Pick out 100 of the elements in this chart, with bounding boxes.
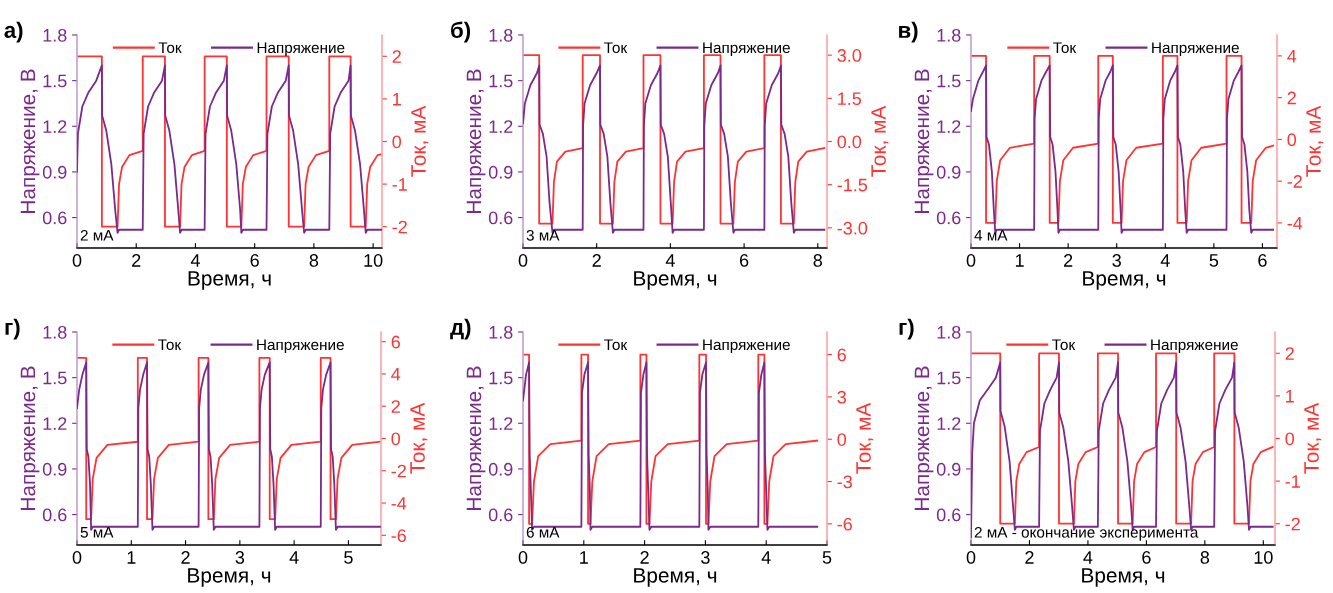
- y2-axis-title: Ток, мА: [1304, 402, 1322, 474]
- y-tick-label: 0.9: [42, 165, 67, 179]
- y2-tick-label: -6: [837, 517, 852, 531]
- y2-axis-title: Ток, мА: [410, 402, 428, 474]
- y-tick-label: 1.8: [489, 28, 513, 42]
- annotation: 4 мА: [974, 230, 1008, 241]
- y-tick-label: 1.5: [937, 371, 961, 385]
- annotation: 6 мА: [526, 526, 560, 538]
- y-tick-label: 1.2: [43, 417, 67, 430]
- y2-axis-title: Ток, мА: [1306, 105, 1324, 177]
- legend-label: Ток: [1053, 42, 1077, 54]
- y2-tick-label: 0: [1287, 133, 1297, 147]
- y-tick-label: 0.6: [488, 508, 513, 522]
- y-tick-label: 1.2: [489, 417, 513, 430]
- legend-label: Напряжение: [257, 339, 344, 354]
- y-tick-label: 0.6: [42, 211, 67, 225]
- y-tick-label: 1.2: [43, 120, 67, 133]
- y2-axis-title: Ток, мА: [871, 105, 889, 177]
- y-tick-label: 1.8: [43, 325, 67, 339]
- x-tick-label: 0: [72, 551, 82, 564]
- y-tick-label: 1.5: [43, 371, 67, 385]
- y-tick-label: 1.2: [489, 120, 513, 133]
- x-tick-label: 10: [1254, 551, 1273, 564]
- y2-tick-label: 0.0: [837, 135, 862, 149]
- annotation: 2 мА - окончание эксперимента: [974, 526, 1199, 541]
- legend-label: Напряжение: [1152, 42, 1239, 57]
- x-tick-label: 0: [72, 254, 82, 267]
- y2-tick-label: 6: [837, 348, 846, 362]
- x-tick-label: 6: [739, 254, 749, 267]
- x-tick-label: 2: [592, 254, 601, 267]
- y-tick-label: 0.9: [936, 462, 961, 476]
- legend-label: Ток: [604, 42, 628, 54]
- y2-tick-label: -6: [391, 529, 406, 543]
- x-tick-label: 6: [1142, 551, 1151, 564]
- y2-tick-label: -2: [1287, 175, 1302, 188]
- y2-tick-label: -3: [837, 475, 852, 489]
- y-tick-label: 1.5: [489, 74, 513, 88]
- x-tick-label: 4: [190, 254, 200, 267]
- x-axis-title: Время, ч: [1082, 568, 1165, 587]
- y2-tick-label: 1: [1286, 390, 1294, 403]
- x-tick-label: 2: [1025, 551, 1034, 564]
- x-tick-label: 2: [640, 551, 649, 564]
- y-axis-title: Напряжение, В: [466, 366, 486, 510]
- y-axis-title: Напряжение, В: [914, 69, 934, 213]
- y-tick-label: 0.6: [936, 508, 961, 522]
- y-tick-label: 0.6: [42, 508, 67, 522]
- x-tick-label: 6: [250, 254, 259, 267]
- y-axis-title: Напряжение, В: [20, 366, 40, 510]
- y-tick-label: 0.6: [936, 211, 961, 225]
- x-tick-label: 5: [822, 551, 832, 564]
- y2-tick-label: 4: [391, 368, 401, 381]
- y-tick-label: 1.5: [489, 371, 513, 385]
- x-tick-label: 3: [1112, 254, 1121, 267]
- x-axis-title: Время, ч: [188, 568, 271, 587]
- x-tick-label: 2: [132, 254, 141, 267]
- y2-tick-label: 0: [391, 432, 401, 446]
- y2-tick-label: -2: [392, 220, 407, 234]
- y2-tick-label: 1: [393, 93, 401, 106]
- chart-title: д): [450, 318, 471, 340]
- y-tick-label: 0.6: [488, 211, 513, 225]
- legend-label: Ток: [604, 339, 628, 351]
- y-tick-label: 1.5: [43, 74, 67, 88]
- y-tick-label: 1.8: [937, 325, 961, 339]
- x-axis-title: Время, ч: [634, 271, 717, 290]
- x-tick-label: 8: [1200, 551, 1210, 564]
- y-tick-label: 0.9: [488, 165, 513, 179]
- y2-axis-title: Ток, мА: [411, 105, 429, 177]
- legend-label: Ток: [158, 42, 182, 54]
- y2-tick-label: 0: [392, 135, 402, 149]
- x-tick-label: 1: [580, 551, 588, 564]
- x-tick-label: 4: [1160, 254, 1170, 267]
- annotation: 2 мА: [80, 229, 114, 241]
- x-tick-label: 8: [813, 254, 823, 267]
- x-tick-label: 5: [344, 551, 353, 564]
- y2-tick-label: 6: [391, 335, 400, 349]
- y2-tick-label: -1: [1285, 475, 1300, 488]
- legend-label: Напряжение: [703, 339, 790, 354]
- x-tick-label: 0: [518, 551, 528, 564]
- x-tick-label: 10: [364, 254, 383, 267]
- x-tick-label: 4: [665, 254, 675, 267]
- x-tick-label: 0: [966, 551, 976, 564]
- y2-axis-title: Ток, мА: [856, 402, 874, 474]
- chart-title: г): [5, 318, 20, 340]
- y2-tick-label: 2: [1285, 347, 1294, 360]
- legend-label: Ток: [158, 339, 182, 351]
- x-tick-label: 2: [181, 551, 190, 564]
- legend-label: Напряжение: [703, 42, 790, 57]
- x-tick-label: 8: [309, 254, 319, 267]
- x-tick-label: 4: [289, 551, 299, 564]
- y2-tick-label: 3.0: [837, 49, 862, 62]
- y-tick-label: 0.9: [42, 462, 67, 476]
- x-tick-label: 3: [701, 551, 710, 564]
- annotation: 5 мА: [80, 527, 114, 538]
- x-tick-label: 6: [1258, 254, 1267, 267]
- y-axis-title: Напряжение, В: [466, 69, 486, 213]
- x-axis-title: Время, ч: [1083, 271, 1166, 290]
- chart-title: а): [4, 21, 23, 43]
- y-tick-label: 1.5: [937, 74, 961, 88]
- y-tick-label: 0.9: [488, 462, 513, 476]
- y2-tick-label: 4: [1287, 50, 1297, 63]
